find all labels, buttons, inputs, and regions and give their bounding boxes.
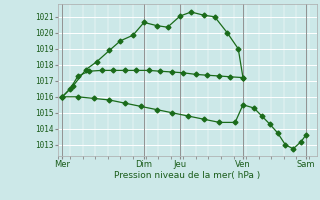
X-axis label: Pression niveau de la mer( hPa ): Pression niveau de la mer( hPa ) — [114, 171, 260, 180]
